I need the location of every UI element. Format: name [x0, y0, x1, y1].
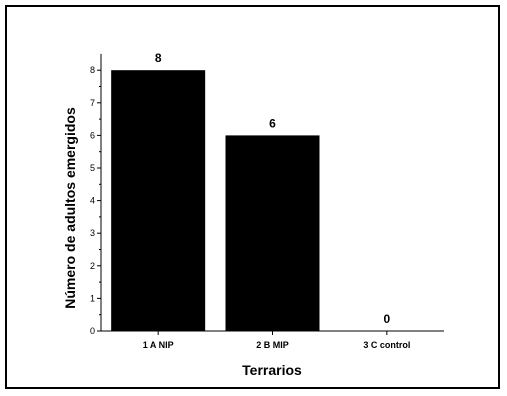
y-axis: 0 1 2 3 4 5 6 7 8 [90, 53, 102, 336]
y-tick-label: 5 [90, 163, 95, 173]
y-tick-label: 7 [90, 98, 95, 108]
data-labels-group: 8 6 0 [155, 51, 391, 326]
y-tick-label: 4 [90, 196, 95, 206]
data-label: 6 [269, 116, 276, 130]
y-tick-label: 2 [90, 261, 95, 271]
bar [225, 135, 320, 331]
y-tick-label: 6 [90, 130, 95, 140]
bar [111, 70, 206, 331]
x-axis: 1 A NIP 2 B MIP 3 C control [101, 330, 444, 350]
chart-frame [5, 5, 500, 389]
x-axis-title: Terrarios [242, 362, 302, 378]
bars-group [111, 70, 320, 331]
y-tick-label: 8 [90, 65, 95, 75]
y-tick-label: 0 [90, 326, 95, 336]
y-tick-label: 3 [90, 228, 95, 238]
y-axis-title: Número de adultos emergidos [62, 107, 78, 309]
x-tick-label: 3 C control [363, 340, 410, 350]
y-tick-label: 1 [90, 293, 95, 303]
data-label: 0 [383, 312, 390, 326]
x-tick-label: 2 B MIP [256, 340, 289, 350]
data-label: 8 [155, 51, 162, 65]
x-tick-label: 1 A NIP [143, 340, 174, 350]
